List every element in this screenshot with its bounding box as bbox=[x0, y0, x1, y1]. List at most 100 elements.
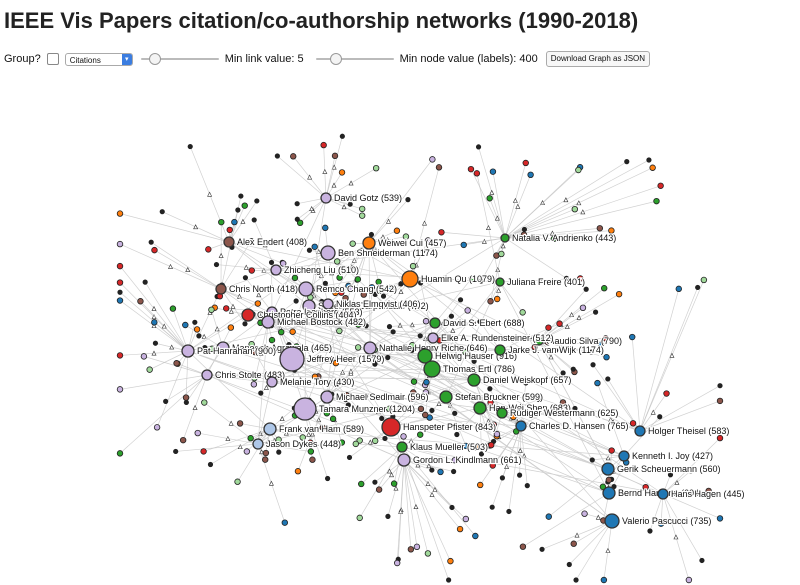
graph-node[interactable] bbox=[356, 514, 363, 522]
graph-node-labeled[interactable]: Christopher Collins (404) bbox=[241, 308, 358, 322]
graph-node[interactable] bbox=[152, 340, 159, 346]
min-link-slider[interactable] bbox=[140, 53, 219, 65]
graph-node-circle[interactable] bbox=[261, 315, 275, 329]
graph-node[interactable] bbox=[250, 381, 258, 388]
graph-node[interactable] bbox=[385, 354, 391, 361]
graph-node[interactable] bbox=[262, 449, 270, 457]
graph-node[interactable] bbox=[372, 361, 378, 367]
graph-node-circle[interactable] bbox=[279, 346, 305, 372]
graph-node-circle[interactable] bbox=[657, 488, 669, 500]
graph-node[interactable] bbox=[379, 415, 385, 422]
graph-node[interactable] bbox=[349, 240, 356, 247]
graph-node[interactable] bbox=[327, 356, 335, 363]
graph-node-circle[interactable] bbox=[215, 283, 227, 295]
graph-node[interactable] bbox=[377, 251, 383, 257]
graph-node-circle[interactable] bbox=[473, 401, 487, 415]
graph-node[interactable] bbox=[372, 291, 378, 297]
graph-node[interactable] bbox=[469, 319, 476, 327]
graph-node[interactable] bbox=[467, 165, 475, 173]
graph-node[interactable] bbox=[311, 243, 318, 250]
graph-node[interactable] bbox=[422, 318, 430, 325]
graph-node[interactable] bbox=[417, 431, 424, 438]
graph-node[interactable] bbox=[146, 366, 153, 373]
graph-node[interactable] bbox=[407, 546, 415, 553]
graph-node[interactable] bbox=[489, 504, 495, 510]
graph-node[interactable] bbox=[173, 360, 180, 367]
graph-node-circle[interactable] bbox=[293, 397, 317, 421]
graph-node-labeled[interactable]: Jeffrey Heer (1579) bbox=[279, 346, 385, 372]
graph-node[interactable] bbox=[393, 227, 401, 234]
graph-node[interactable] bbox=[417, 405, 425, 413]
graph-node[interactable] bbox=[319, 424, 327, 431]
graph-node[interactable] bbox=[375, 278, 382, 286]
graph-node[interactable] bbox=[372, 479, 378, 485]
graph-node[interactable] bbox=[471, 358, 477, 364]
graph-node[interactable] bbox=[345, 402, 351, 408]
graph-node-labeled[interactable]: Elke A. Rundensteiner (512) bbox=[427, 332, 555, 344]
graph-node[interactable] bbox=[663, 390, 670, 397]
graph-node-labeled[interactable]: Michael Bostock (482) bbox=[261, 315, 367, 329]
graph-node[interactable] bbox=[608, 227, 615, 234]
graph-node[interactable] bbox=[499, 475, 506, 481]
graph-node-circle[interactable] bbox=[417, 348, 433, 364]
graph-node[interactable] bbox=[386, 324, 393, 330]
graph-node[interactable] bbox=[493, 295, 501, 303]
graph-node[interactable] bbox=[487, 298, 494, 305]
min-node-slider-thumb[interactable] bbox=[329, 53, 342, 65]
graph-node[interactable] bbox=[234, 478, 241, 485]
graph-node[interactable] bbox=[294, 216, 300, 222]
graph-node-labeled[interactable]: Nathalie Henry Riche (646) bbox=[363, 341, 489, 355]
graph-node[interactable] bbox=[553, 347, 559, 353]
graph-node[interactable] bbox=[116, 262, 124, 270]
graph-node[interactable] bbox=[478, 278, 484, 284]
graph-node[interactable] bbox=[545, 513, 552, 520]
graph-node-labeled[interactable]: Natalia V. Andrienko (443) bbox=[500, 232, 617, 244]
graph-node-circle[interactable] bbox=[201, 369, 213, 381]
graph-node-circle[interactable] bbox=[270, 264, 282, 276]
graph-node-labeled[interactable]: David Gotz (539) bbox=[320, 192, 403, 204]
graph-node[interactable] bbox=[429, 156, 436, 163]
graph-node[interactable] bbox=[309, 456, 316, 463]
graph-node[interactable] bbox=[472, 532, 479, 540]
graph-node[interactable] bbox=[410, 378, 418, 385]
network-graph[interactable]: David Gotz (539) Alex Endert (408) Weiwei … bbox=[0, 70, 800, 585]
graph-node[interactable] bbox=[477, 318, 483, 325]
graph-node-labeled[interactable]: Tamara Munzner (1204) bbox=[293, 397, 416, 421]
graph-node[interactable] bbox=[516, 472, 523, 478]
graph-node-labeled[interactable]: Han-Wei Shen (683) bbox=[473, 401, 572, 415]
graph-node[interactable] bbox=[657, 182, 664, 189]
graph-node[interactable] bbox=[352, 440, 359, 448]
graph-node[interactable] bbox=[137, 298, 144, 305]
graph-node[interactable] bbox=[583, 409, 590, 417]
graph-node[interactable] bbox=[311, 373, 319, 380]
graph-node[interactable] bbox=[590, 362, 596, 368]
graph-node[interactable] bbox=[117, 289, 123, 295]
graph-node[interactable] bbox=[192, 319, 198, 325]
graph-node[interactable] bbox=[462, 349, 469, 356]
graph-node[interactable] bbox=[506, 508, 512, 515]
graph-node-circle[interactable] bbox=[634, 425, 646, 437]
graph-node-circle[interactable] bbox=[381, 417, 401, 437]
graph-node[interactable] bbox=[182, 321, 189, 329]
group-by-select[interactable]: Citations ▾ bbox=[64, 52, 133, 66]
graph-node[interactable] bbox=[544, 339, 552, 346]
graph-node[interactable] bbox=[409, 347, 415, 353]
graph-node[interactable] bbox=[279, 260, 287, 267]
graph-node[interactable] bbox=[451, 468, 457, 475]
graph-node[interactable] bbox=[334, 381, 340, 387]
graph-node[interactable] bbox=[519, 543, 527, 550]
graph-node[interactable] bbox=[242, 321, 248, 327]
graph-node[interactable] bbox=[227, 324, 235, 331]
graph-node[interactable] bbox=[447, 557, 454, 565]
graph-node[interactable] bbox=[522, 159, 529, 167]
graph-node[interactable] bbox=[254, 198, 260, 204]
graph-node[interactable] bbox=[116, 240, 124, 248]
graph-node-circle[interactable] bbox=[423, 360, 441, 378]
graph-node[interactable] bbox=[278, 328, 285, 336]
graph-node[interactable] bbox=[218, 218, 225, 226]
graph-node[interactable] bbox=[194, 429, 201, 437]
graph-node[interactable] bbox=[163, 398, 169, 404]
graph-node-labeled[interactable]: Thomas Ertl (786) bbox=[423, 360, 516, 378]
graph-node[interactable] bbox=[457, 297, 464, 303]
graph-node[interactable] bbox=[347, 201, 353, 207]
